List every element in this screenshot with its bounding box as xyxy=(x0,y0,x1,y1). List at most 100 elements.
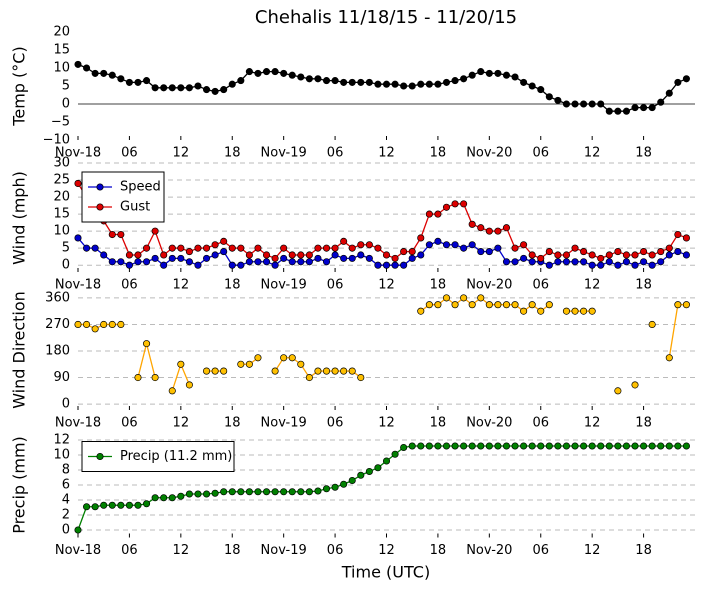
data-point xyxy=(237,244,245,252)
data-point xyxy=(588,261,596,269)
data-point xyxy=(288,258,296,266)
data-point xyxy=(254,258,262,266)
data-point xyxy=(297,360,305,368)
x-tick-label: 12 xyxy=(378,278,395,293)
data-point xyxy=(74,320,82,329)
data-point xyxy=(220,248,228,256)
data-point xyxy=(134,373,142,382)
data-point xyxy=(597,442,605,450)
data-point xyxy=(408,254,416,262)
data-point xyxy=(631,251,639,259)
data-point xyxy=(151,84,159,92)
data-point xyxy=(417,307,425,315)
x-tick-label: 18 xyxy=(635,146,652,161)
data-point xyxy=(614,107,622,115)
data-point xyxy=(245,488,253,496)
data-point xyxy=(100,501,108,509)
data-point xyxy=(134,258,142,266)
data-point xyxy=(125,251,133,259)
y-tick-label: 0 xyxy=(62,97,70,112)
data-point xyxy=(340,78,348,86)
data-point xyxy=(74,60,82,68)
data-point xyxy=(220,237,228,245)
y-tick-label: 25 xyxy=(53,173,70,188)
data-point xyxy=(245,68,253,76)
data-point xyxy=(391,80,399,88)
data-point xyxy=(571,442,579,450)
data-point xyxy=(588,442,596,450)
data-point xyxy=(417,234,425,242)
data-point xyxy=(468,71,476,79)
data-point xyxy=(237,261,245,269)
data-point xyxy=(485,301,493,309)
data-point xyxy=(674,248,682,256)
data-point xyxy=(400,248,408,256)
data-point xyxy=(520,307,528,315)
y-axis-title: Wind Direction xyxy=(10,291,29,409)
data-point xyxy=(254,69,262,77)
data-point xyxy=(408,248,416,256)
data-point xyxy=(365,78,373,86)
data-point xyxy=(91,244,99,252)
data-point xyxy=(442,203,451,211)
data-point xyxy=(262,251,271,259)
data-point xyxy=(622,107,630,115)
x-tick-label: Nov-19 xyxy=(261,416,307,431)
data-point xyxy=(245,258,253,266)
data-point xyxy=(425,301,433,309)
data-point xyxy=(271,367,279,375)
data-point xyxy=(657,442,665,450)
data-point xyxy=(562,442,571,450)
data-point xyxy=(545,301,553,309)
data-point xyxy=(348,244,356,252)
data-point xyxy=(202,86,211,94)
x-tick-label: Nov-20 xyxy=(466,146,512,161)
data-point xyxy=(605,251,613,259)
data-point xyxy=(622,258,630,266)
data-point xyxy=(682,301,690,309)
data-point xyxy=(331,367,339,375)
data-point xyxy=(254,244,262,252)
data-point xyxy=(468,442,476,450)
data-point xyxy=(451,77,459,85)
data-point xyxy=(100,69,108,77)
data-point xyxy=(400,82,408,90)
data-point xyxy=(74,526,82,534)
data-point xyxy=(228,244,236,252)
data-point xyxy=(665,442,673,450)
x-tick-label: 06 xyxy=(327,146,344,161)
data-point xyxy=(202,244,211,252)
y-tick-label: 15 xyxy=(53,43,70,58)
data-point xyxy=(125,261,133,269)
data-point xyxy=(194,244,202,252)
data-point xyxy=(622,251,630,259)
data-point xyxy=(365,254,373,262)
x-tick-label: Nov-20 xyxy=(466,416,512,431)
data-point xyxy=(528,442,536,450)
data-point xyxy=(537,86,545,94)
data-point xyxy=(537,442,545,450)
data-point xyxy=(657,258,665,266)
data-point xyxy=(640,258,648,266)
x-tick-label: 06 xyxy=(121,278,138,293)
y-tick-label: 5 xyxy=(62,241,70,256)
data-point xyxy=(494,244,502,252)
data-point xyxy=(520,241,528,249)
data-point xyxy=(220,86,228,94)
data-point xyxy=(682,251,690,259)
data-point xyxy=(477,248,485,256)
data-point xyxy=(648,104,656,112)
x-tick-label: 12 xyxy=(584,278,601,293)
data-point xyxy=(314,254,322,262)
data-point xyxy=(91,503,99,511)
data-point xyxy=(211,87,219,95)
data-point xyxy=(434,301,442,309)
y-tick-label: 12 xyxy=(53,433,70,448)
data-point xyxy=(494,301,502,309)
y-tick-label: 0 xyxy=(62,397,70,412)
x-tick-label: Nov-19 xyxy=(261,278,307,293)
data-point xyxy=(417,80,425,88)
y-tick-label: 8 xyxy=(62,463,70,478)
data-point xyxy=(245,360,253,368)
data-point xyxy=(502,71,511,79)
